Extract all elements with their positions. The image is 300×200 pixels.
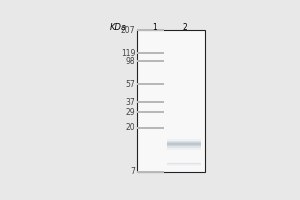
Bar [137, 29, 164, 31]
Bar [167, 139, 201, 150]
Text: 57: 57 [125, 80, 135, 89]
Bar [167, 163, 201, 165]
Bar [137, 60, 164, 62]
Bar [137, 111, 164, 113]
Bar [137, 30, 205, 172]
Bar [137, 52, 164, 54]
Text: 119: 119 [121, 49, 135, 58]
Bar [167, 142, 201, 146]
Text: 98: 98 [125, 57, 135, 66]
Text: 207: 207 [121, 26, 135, 35]
Text: 7: 7 [130, 167, 135, 176]
Bar [167, 162, 201, 166]
Bar [167, 143, 201, 145]
Bar [167, 163, 201, 164]
Text: 2: 2 [183, 23, 188, 32]
Text: 20: 20 [125, 123, 135, 132]
Bar [137, 83, 164, 85]
Bar [167, 141, 201, 148]
Text: 29: 29 [125, 108, 135, 117]
Bar [137, 127, 164, 129]
Text: KDa: KDa [110, 23, 127, 32]
Text: 1: 1 [152, 23, 157, 32]
Bar [137, 171, 164, 173]
Bar [137, 101, 164, 103]
Text: 37: 37 [125, 98, 135, 107]
